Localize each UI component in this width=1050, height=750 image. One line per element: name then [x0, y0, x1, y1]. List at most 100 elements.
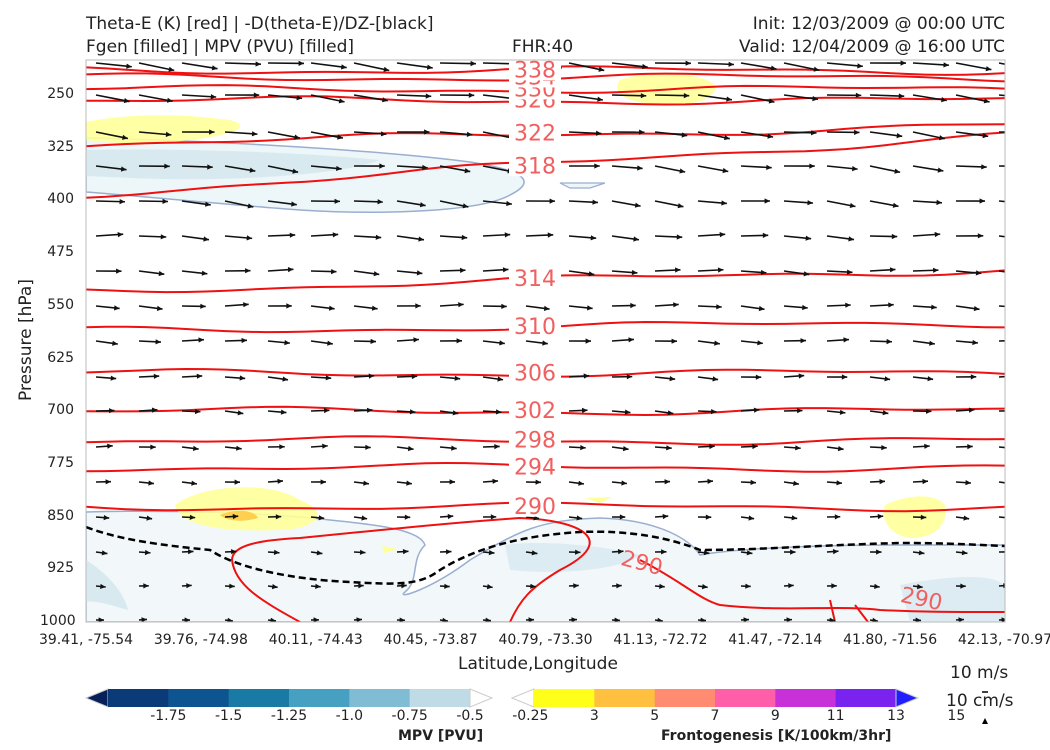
theta-e-label-bg [509, 121, 561, 144]
theta-e-label-294: 294 [514, 455, 556, 480]
wind-vector [353, 480, 369, 486]
wind-vector [611, 269, 638, 276]
wind-vector [912, 550, 925, 556]
wind-vector [826, 446, 844, 452]
wind-vector [95, 583, 106, 589]
wind-vector [783, 480, 799, 486]
wind-vector [95, 94, 130, 104]
wind-vector [697, 376, 719, 382]
wind-vector [353, 62, 390, 72]
wind-vector [611, 200, 641, 208]
wind-vector [869, 410, 889, 416]
wind-vector [697, 584, 708, 590]
wind-vector [869, 583, 880, 589]
wind-vector [998, 131, 1005, 133]
fgen-fill-low-mid [585, 497, 612, 503]
wind-vector [912, 94, 947, 103]
theta-e-label-bg [509, 428, 561, 451]
wind-vector [568, 583, 579, 589]
wind-vector [482, 303, 507, 309]
theta-e-label-bg [509, 399, 561, 422]
wind-vector [525, 340, 548, 346]
wind-vector [396, 200, 426, 208]
wind-vector [654, 549, 667, 555]
wind-vector [224, 235, 253, 241]
theta-e-label-338: 338 [514, 58, 556, 83]
wind-vector [482, 514, 497, 520]
wind-vector [138, 270, 165, 277]
wind-vector [826, 235, 855, 242]
wind-vector [138, 131, 172, 137]
wind-vector [353, 234, 382, 240]
wind-vector [181, 445, 199, 451]
wind-vector [826, 269, 853, 275]
wind-vector [95, 617, 105, 622]
wind-vector [826, 200, 856, 208]
wind-vector [611, 93, 647, 99]
y-tick-label: 850 [47, 507, 74, 524]
wind-vector [654, 479, 671, 485]
colorbar-tick-label: 5 [650, 708, 660, 724]
theta-e-label-bg [509, 267, 561, 290]
wind-vector [740, 198, 771, 204]
wind-vector [138, 234, 167, 240]
wind-vector [353, 515, 368, 521]
y-tick-label: 250 [47, 86, 74, 102]
wind-vector [740, 131, 774, 139]
wind-vector [138, 480, 155, 486]
wind-vector [310, 305, 335, 311]
colorbar-tick-label: -0.75 [391, 708, 428, 724]
wind-vector [955, 407, 975, 413]
wind-vector [783, 130, 817, 136]
wind-vector [181, 303, 206, 309]
wind-vector [525, 232, 554, 238]
wind-vector [912, 267, 939, 273]
wind-vector [912, 514, 927, 520]
wind-vector [353, 444, 371, 450]
wind-vector [826, 514, 841, 520]
wind-vector [869, 513, 884, 520]
wind-vector [138, 339, 162, 345]
wind-vector [353, 131, 387, 137]
x-tick-label: 41.13, -72.72 [613, 632, 708, 648]
wind-vector [826, 337, 850, 343]
wind-vector [439, 60, 477, 67]
wind-vector [568, 305, 593, 311]
wind-vector [396, 337, 420, 343]
wind-vector [95, 232, 124, 238]
wind-vector [138, 515, 153, 521]
wind-vector [998, 410, 1005, 412]
wind-vector [396, 583, 407, 589]
wind-ref-arrows [982, 691, 988, 724]
wind-ref-horizontal: 10 m/s [950, 663, 1009, 683]
wind-vector [955, 94, 990, 104]
wind-vector [740, 515, 755, 521]
wind-vector [267, 478, 284, 484]
wind-vector [654, 165, 686, 174]
wind-vector [396, 129, 430, 135]
wind-vector [138, 373, 160, 379]
theta-e-label-290: 290 [514, 495, 556, 520]
wind-vector [826, 549, 839, 555]
wind-vector [568, 338, 592, 344]
wind-vector [611, 62, 648, 70]
wind-vector [181, 94, 217, 100]
wind-vector [912, 617, 922, 622]
wind-vector [310, 232, 339, 238]
wind-vector [869, 267, 896, 273]
wind-vector [95, 165, 127, 172]
wind-vector [525, 305, 550, 311]
wind-vector [783, 235, 812, 241]
colorbar-tick-label: 13 [887, 708, 905, 724]
wind-vector [95, 375, 117, 381]
wind-vector [353, 163, 385, 169]
wind-vector [611, 374, 633, 380]
wind-vector [568, 480, 584, 486]
wind-vector [611, 617, 621, 622]
wind-vector [783, 515, 798, 521]
fgen-fill-upper-left [86, 115, 241, 144]
colorbar-tick-label: 11 [826, 708, 845, 724]
wind-vector [783, 94, 819, 102]
wind-vector [224, 617, 234, 622]
wind-vector [267, 94, 303, 101]
